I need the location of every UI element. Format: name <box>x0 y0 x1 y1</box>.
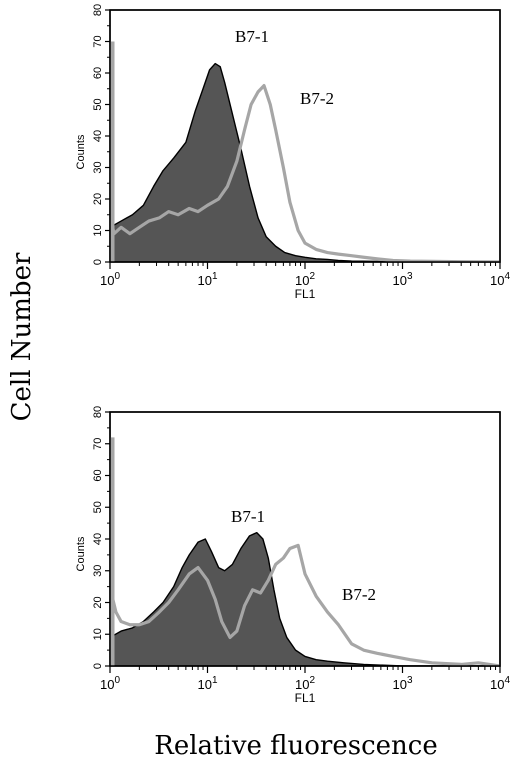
y-axis-title: Counts <box>75 536 87 571</box>
y-tick-label: 60 <box>92 469 104 481</box>
x-tick-label: 103 <box>392 675 412 692</box>
series-label-b7-2: B7-2 <box>342 585 376 604</box>
y-tick-label: 30 <box>92 565 104 577</box>
x-tick-label: 102 <box>295 675 315 692</box>
x-tick-label: 103 <box>392 271 412 288</box>
x-tick-label: 100 <box>100 271 120 288</box>
x-tick-label: 101 <box>197 675 217 692</box>
y-tick-label: 40 <box>92 130 104 142</box>
bottom-histogram-panel: 0 10 20 30 40 50 60 70 80 Counts 100 101 102 103 104 FL… <box>75 406 510 705</box>
y-tick-label: 20 <box>92 596 104 608</box>
y-tick-label: 80 <box>92 406 104 418</box>
y-tick-label: 70 <box>92 35 104 47</box>
figure-y-label: Cell Number <box>7 252 37 421</box>
x-tick-label: 100 <box>100 675 120 692</box>
series-label-b7-2: B7-2 <box>300 89 334 108</box>
y-tick-label: 60 <box>92 67 104 79</box>
series-label-b7-1: B7-1 <box>235 27 269 46</box>
y-tick-label: 0 <box>92 259 104 265</box>
y-tick-label: 50 <box>92 501 104 513</box>
y-tick-label: 50 <box>92 98 104 110</box>
y-axis-title: Counts <box>75 134 87 169</box>
y-tick-label: 10 <box>92 628 104 640</box>
y-tick-label: 20 <box>92 193 104 205</box>
x-tick-label: 101 <box>197 271 217 288</box>
figure-x-label: Relative fluorescence <box>154 731 437 761</box>
series-b7-1-area <box>110 531 500 666</box>
x-tick-label: 104 <box>490 675 510 692</box>
y-tick-label: 10 <box>92 224 104 236</box>
y-tick-label: 0 <box>92 663 104 669</box>
x-axis-title: FL1 <box>295 287 316 301</box>
x-tick-label: 104 <box>490 271 510 288</box>
y-tick-label: 80 <box>92 4 104 16</box>
series-b7-2-line <box>110 84 500 262</box>
x-axis-title: FL1 <box>295 691 316 705</box>
y-tick-label: 30 <box>92 161 104 173</box>
top-histogram-panel: 0 10 20 30 40 50 60 70 80 Counts 100 101 102 103 104 FL… <box>75 4 510 301</box>
y-tick-label: 70 <box>92 438 104 450</box>
series-label-b7-1: B7-1 <box>231 507 265 526</box>
x-tick-label: 102 <box>295 271 315 288</box>
series-b7-2-line <box>110 543 500 666</box>
y-tick-label: 40 <box>92 533 104 545</box>
